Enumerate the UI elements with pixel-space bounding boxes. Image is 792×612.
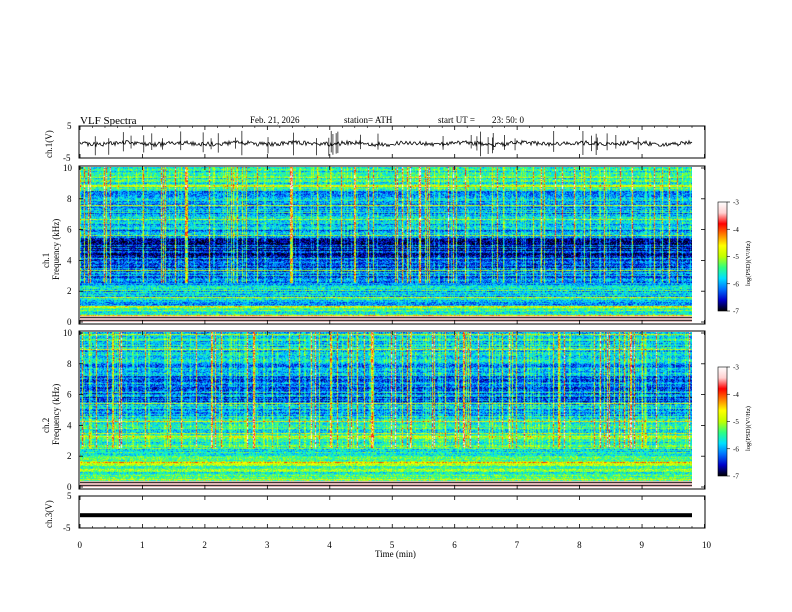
header-start-label: start UT = <box>438 115 475 125</box>
header-station: station= ATH <box>344 115 393 125</box>
colorbar-tick-label: -3 <box>733 364 739 372</box>
ch1-colorbar: -3 -4 -5 -6 -7 log(PSD)(V²/Hz) <box>717 199 752 316</box>
freq-tick-label: 0 <box>67 482 72 492</box>
colorbar-tick-label: -4 <box>733 226 739 234</box>
ch2-channel-label: ch.2 <box>41 418 51 433</box>
time-tick-label: 9 <box>640 540 645 550</box>
ch2-freq-label: Frequency (kHz) <box>51 384 61 445</box>
time-tick-label: 7 <box>515 540 520 550</box>
ch1-ytick-bottom: -5 <box>63 153 71 163</box>
ch1-waveform-line <box>79 139 693 148</box>
ch2-colorbar-bar <box>717 366 728 477</box>
freq-tick-label: 2 <box>67 286 72 296</box>
ch1-waveform-panel: 5 -5 ch.1(V) <box>44 121 706 163</box>
freq-tick-label: 6 <box>67 225 72 235</box>
time-tick-label: 6 <box>452 540 457 550</box>
ch2-spectrogram-image <box>80 332 692 487</box>
figure-title: VLF Spectra <box>80 115 137 127</box>
ch1-freq-ticks: 0 2 4 6 8 10 <box>63 163 705 327</box>
header-start-time: 23: 50: 0 <box>492 115 525 125</box>
colorbar-tick-label: -3 <box>733 199 739 207</box>
freq-tick-label: 8 <box>67 359 72 369</box>
ch2-colorbar-ticks: -3 -4 -5 -6 -7 <box>727 364 739 481</box>
ch1-colorbar-ticks: -3 -4 -5 -6 -7 <box>727 199 739 316</box>
ch1-colorbar-label: log(PSD)(V²/Hz) <box>745 241 752 286</box>
ch1-colorbar-bar <box>717 201 728 312</box>
ch3-waveform-frame <box>78 495 706 529</box>
colorbar-tick-label: -6 <box>733 280 739 288</box>
ch1-channel-label: ch.1 <box>41 253 51 268</box>
ch3-waveform-panel: 5 -5 ch.3(V) <box>44 491 706 533</box>
freq-tick-label: 10 <box>63 163 73 173</box>
ch3-ytick-bottom: -5 <box>63 523 71 533</box>
freq-tick-label: 10 <box>63 328 73 338</box>
ch1-spectrogram-image <box>80 167 692 322</box>
freq-tick-label: 0 <box>67 317 72 327</box>
time-tick-label: 5 <box>390 540 395 550</box>
ch1-spikes <box>94 130 639 157</box>
colorbar-tick-label: -7 <box>733 308 739 316</box>
ch1-ytick-top: 5 <box>67 121 72 131</box>
ch2-colorbar: -3 -4 -5 -6 -7 log(PSD)(V²/Hz) <box>717 364 752 481</box>
ch1-freq-label: Frequency (kHz) <box>51 219 61 280</box>
freq-tick-label: 8 <box>67 194 72 204</box>
ch2-freq-ticks: 0 2 4 6 8 10 <box>63 328 705 492</box>
time-tick-label: 1 <box>140 540 145 550</box>
ch3-ylabel: ch.3(V) <box>44 500 54 528</box>
ch2-colorbar-label: log(PSD)(V²/Hz) <box>745 406 752 451</box>
freq-tick-label: 4 <box>67 420 72 430</box>
colorbar-tick-label: -5 <box>733 418 739 426</box>
colorbar-tick-label: -4 <box>733 391 739 399</box>
colorbar-tick-label: -6 <box>733 445 739 453</box>
freq-tick-label: 2 <box>67 451 72 461</box>
time-axis-label: Time (min) <box>375 549 416 559</box>
time-tick-label: 8 <box>577 540 582 550</box>
freq-tick-label: 6 <box>67 390 72 400</box>
time-tick-label: 4 <box>327 540 332 550</box>
header-date: Feb. 21, 2026 <box>250 115 300 125</box>
time-tick-label: 10 <box>702 540 712 550</box>
ch3-ytick-top: 5 <box>67 491 72 501</box>
time-tick-label: 3 <box>265 540 270 550</box>
time-axis: 0 1 2 3 4 5 6 7 8 9 10 <box>78 126 712 550</box>
ch2-spectrogram-panel: 0 2 4 6 8 10 ch.2 Frequency (kHz) <box>41 328 706 492</box>
colorbar-tick-label: -5 <box>733 253 739 261</box>
freq-tick-label: 4 <box>67 255 72 265</box>
ch1-ylabel: ch.1(V) <box>44 130 54 158</box>
colorbar-tick-label: -7 <box>733 473 739 481</box>
ch3-waveform-line <box>80 513 692 518</box>
time-tick-label: 2 <box>202 540 207 550</box>
ch1-spectrogram-panel: 0 2 4 6 8 10 ch.1 Frequency (kHz) <box>41 163 706 327</box>
time-tick-label: 0 <box>78 540 83 550</box>
ch1-waveform-frame <box>78 125 706 159</box>
